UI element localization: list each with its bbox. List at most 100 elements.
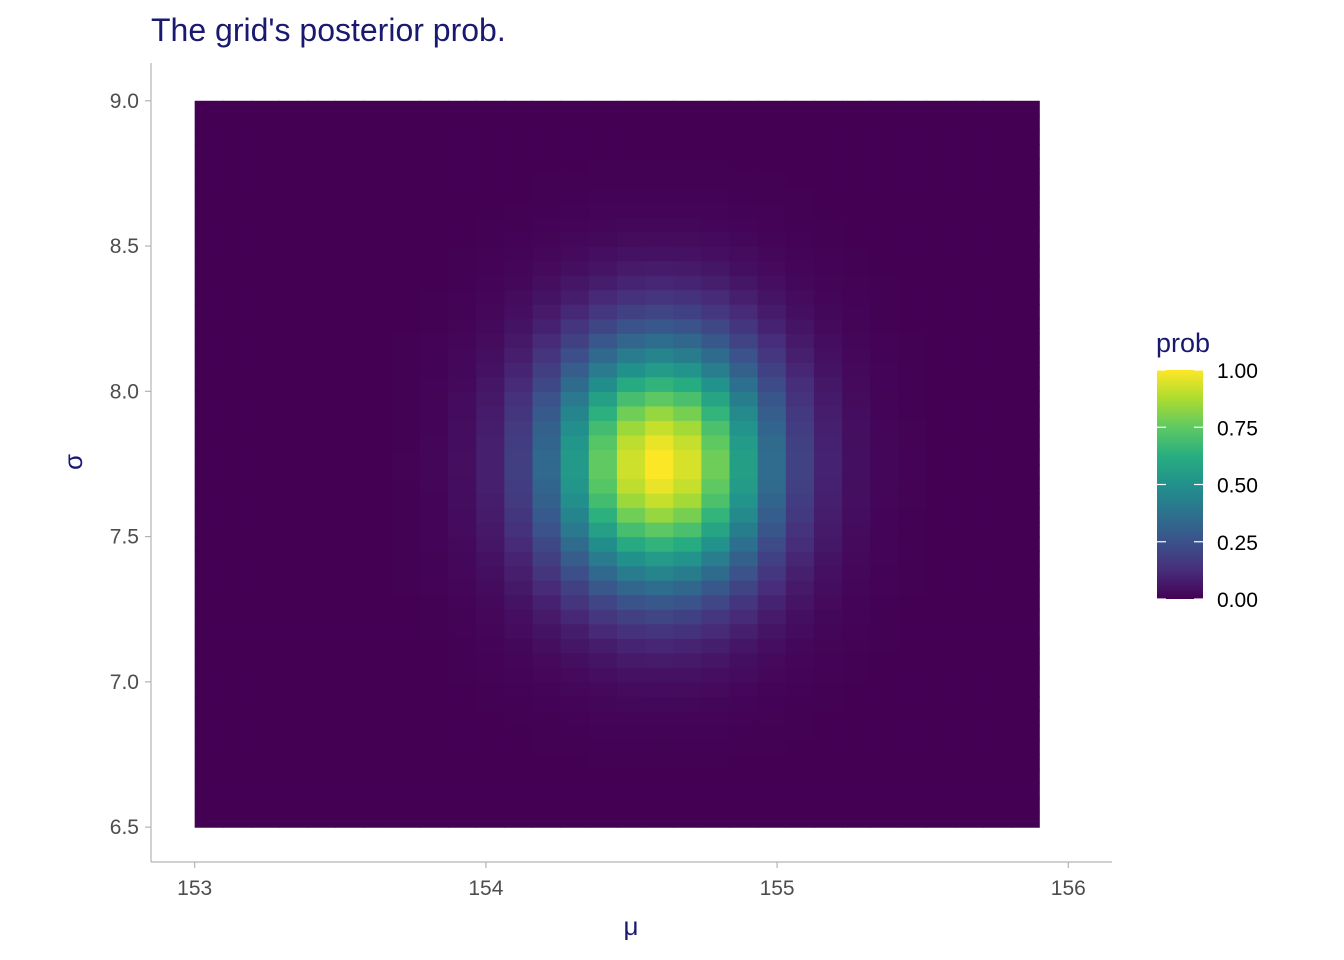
heatmap-cell <box>250 522 280 538</box>
heatmap-cell <box>673 594 702 610</box>
heatmap-cell <box>673 507 702 523</box>
heatmap-cell <box>363 696 393 712</box>
heatmap-cell <box>279 681 308 697</box>
heatmap-cell <box>673 551 702 567</box>
heatmap-cell <box>222 434 252 451</box>
heatmap-cell <box>982 333 1012 349</box>
heatmap-cell <box>419 493 449 509</box>
heatmap-cell <box>391 231 421 247</box>
heatmap-cell <box>673 478 702 494</box>
heatmap-cell <box>222 725 252 741</box>
heatmap-cell <box>616 652 646 668</box>
heatmap-cell <box>588 769 618 785</box>
heatmap-cell <box>1011 769 1040 785</box>
heatmap-cell <box>448 652 477 668</box>
heatmap-cell <box>335 667 365 683</box>
heatmap-cell <box>729 289 759 305</box>
heatmap-cell <box>504 362 534 378</box>
heatmap-cell <box>476 696 505 712</box>
heatmap-cell <box>616 812 646 828</box>
y-axis-title: σ <box>58 454 88 470</box>
heatmap-cell <box>222 289 252 305</box>
heatmap-cell <box>701 246 731 262</box>
heatmap-cell <box>250 347 280 363</box>
heatmap-cell <box>391 216 421 233</box>
heatmap-cell <box>504 376 534 392</box>
heatmap-cell <box>729 522 759 538</box>
legend: prob 0.000.250.500.751.00 <box>1156 328 1258 612</box>
heatmap-cell <box>194 478 224 494</box>
heatmap-cell <box>870 798 900 814</box>
heatmap-cell <box>335 536 365 552</box>
heatmap-cell <box>870 216 900 233</box>
heatmap-cell <box>701 333 731 349</box>
heatmap-cell <box>813 275 843 291</box>
heatmap-cell <box>842 681 871 697</box>
heatmap-cell <box>476 536 505 552</box>
heatmap-cell <box>898 173 928 189</box>
heatmap-cell <box>335 231 365 247</box>
heatmap-cell <box>307 522 337 538</box>
heatmap-cell <box>250 362 280 378</box>
heatmap-cell <box>476 420 505 436</box>
heatmap-cell <box>954 623 984 639</box>
x-tick-label: 156 <box>1051 877 1086 900</box>
heatmap-cell <box>926 100 956 116</box>
heatmap-cell <box>363 420 393 436</box>
heatmap-cell <box>307 696 337 712</box>
heatmap-cell <box>391 696 421 712</box>
heatmap-cell <box>898 739 928 756</box>
heatmap-cell <box>391 202 421 218</box>
heatmap-cell <box>194 652 224 668</box>
heatmap-cell <box>982 362 1012 378</box>
heatmap-cell <box>560 609 590 625</box>
heatmap-cell <box>504 187 534 204</box>
heatmap-cell <box>954 812 984 828</box>
heatmap-cell <box>757 347 787 363</box>
heatmap-cell <box>363 216 393 233</box>
heatmap-cell <box>898 609 928 625</box>
heatmap-cell <box>870 594 900 610</box>
heatmap-cell <box>701 536 731 552</box>
legend-tick-label: 1.00 <box>1217 360 1258 383</box>
heatmap-cell <box>729 609 759 625</box>
heatmap-cell <box>870 304 900 320</box>
heatmap-cell <box>391 347 421 363</box>
heatmap-cell <box>842 565 871 581</box>
heatmap-cell <box>616 202 646 218</box>
heatmap-cell <box>448 594 477 610</box>
heatmap-cell <box>504 580 534 596</box>
heatmap-cell <box>363 449 393 465</box>
heatmap-cell <box>560 652 590 668</box>
heatmap-cell <box>307 478 337 494</box>
heatmap-cell <box>476 710 505 727</box>
heatmap-cell <box>729 275 759 291</box>
heatmap-cell <box>532 493 562 509</box>
heatmap-cell <box>391 812 421 828</box>
heatmap-cell <box>560 696 590 712</box>
heatmap-cell <box>279 231 308 247</box>
heatmap-cell <box>588 536 618 552</box>
heatmap-cell <box>194 376 224 392</box>
heatmap-cell <box>222 769 252 785</box>
heatmap-cell <box>250 594 280 610</box>
heatmap-cell <box>476 507 505 523</box>
heatmap-cell <box>279 725 308 741</box>
heatmap-cell <box>307 783 337 799</box>
heatmap-cell <box>504 493 534 509</box>
heatmap-cell <box>222 420 252 436</box>
heatmap-cell <box>448 783 477 799</box>
heatmap-cell <box>279 202 308 218</box>
heatmap-cell <box>842 405 871 421</box>
heatmap-cell <box>813 623 843 639</box>
heatmap-cell <box>954 609 984 625</box>
heatmap-cell <box>813 652 843 668</box>
heatmap-cell <box>982 681 1012 697</box>
heatmap-cell <box>279 594 308 610</box>
heatmap-cell <box>419 173 449 189</box>
heatmap-cell <box>588 275 618 291</box>
heatmap-cell <box>222 551 252 567</box>
heatmap-cell <box>616 710 646 727</box>
heatmap-cell <box>898 391 928 407</box>
heatmap-cell <box>419 318 449 334</box>
